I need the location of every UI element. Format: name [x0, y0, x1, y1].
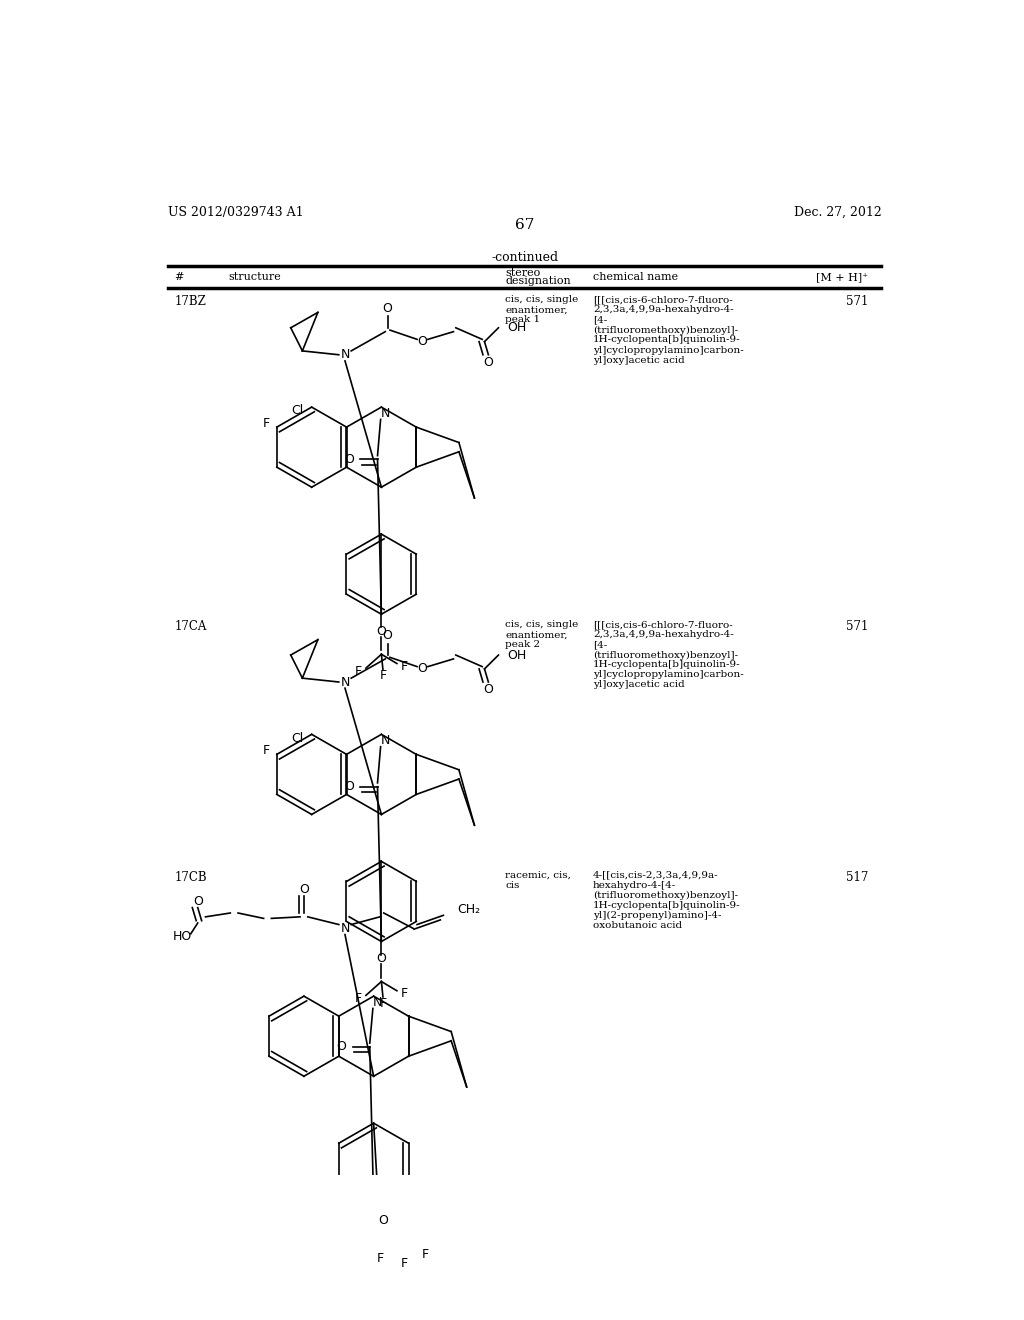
Text: stereo: stereo — [506, 268, 541, 277]
Text: O: O — [383, 630, 392, 643]
Text: [[[cis,cis-6-chloro-7-fluoro-: [[[cis,cis-6-chloro-7-fluoro- — [593, 620, 733, 630]
Text: 1H-cyclopenta[b]quinolin-9-: 1H-cyclopenta[b]quinolin-9- — [593, 900, 740, 909]
Text: HO: HO — [173, 929, 191, 942]
Text: yl](2-propenyl)amino]-4-: yl](2-propenyl)amino]-4- — [593, 911, 722, 920]
Text: F: F — [354, 665, 361, 677]
Text: racemic, cis,: racemic, cis, — [506, 871, 571, 879]
Text: #: # — [174, 272, 184, 282]
Text: US 2012/0329743 A1: US 2012/0329743 A1 — [168, 206, 304, 219]
Text: cis: cis — [506, 880, 520, 890]
Text: O: O — [418, 335, 427, 348]
Text: 1H-cyclopenta[b]quinolin-9-: 1H-cyclopenta[b]quinolin-9- — [593, 660, 740, 669]
Text: N: N — [373, 995, 382, 1008]
Text: F: F — [401, 987, 409, 1001]
Text: 4-[[cis,cis-2,3,3a,4,9,9a-: 4-[[cis,cis-2,3,3a,4,9,9a- — [593, 871, 719, 879]
Text: yl]cyclopropylamino]carbon-: yl]cyclopropylamino]carbon- — [593, 346, 743, 355]
Text: structure: structure — [228, 272, 282, 282]
Text: chemical name: chemical name — [593, 272, 678, 282]
Text: OH: OH — [508, 321, 527, 334]
Text: 1H-cyclopenta[b]quinolin-9-: 1H-cyclopenta[b]quinolin-9- — [593, 335, 740, 345]
Text: O: O — [193, 895, 203, 908]
Text: 67: 67 — [515, 218, 535, 232]
Text: [M + H]⁺: [M + H]⁺ — [816, 272, 868, 282]
Text: O: O — [344, 453, 353, 466]
Text: [4-: [4- — [593, 315, 607, 325]
Text: O: O — [377, 624, 386, 638]
Text: N: N — [340, 348, 349, 362]
Text: 571: 571 — [846, 620, 868, 634]
Text: O: O — [344, 780, 353, 793]
Text: O: O — [299, 883, 309, 896]
Text: N: N — [340, 676, 349, 689]
Text: F: F — [262, 417, 269, 430]
Text: F: F — [262, 744, 269, 758]
Text: N: N — [381, 407, 390, 420]
Text: 2,3,3a,4,9,9a-hexahydro-4-: 2,3,3a,4,9,9a-hexahydro-4- — [593, 631, 734, 639]
Text: F: F — [380, 997, 387, 1010]
Text: CH₂: CH₂ — [458, 903, 480, 916]
Text: Cl: Cl — [292, 404, 304, 417]
Text: O: O — [418, 663, 427, 676]
Text: yl]cyclopropylamino]carbon-: yl]cyclopropylamino]carbon- — [593, 671, 743, 680]
Text: F: F — [401, 1257, 409, 1270]
Text: Cl: Cl — [292, 731, 304, 744]
Text: oxobutanoic acid: oxobutanoic acid — [593, 921, 682, 929]
Text: designation: designation — [506, 276, 571, 286]
Text: cis, cis, single: cis, cis, single — [506, 620, 579, 630]
Text: O: O — [378, 1213, 388, 1226]
Text: peak 2: peak 2 — [506, 640, 541, 649]
Text: F: F — [380, 669, 387, 682]
Text: F: F — [377, 1253, 384, 1266]
Text: F: F — [422, 1247, 429, 1261]
Text: 17CA: 17CA — [174, 620, 207, 634]
Text: hexahydro-4-[4-: hexahydro-4-[4- — [593, 880, 676, 890]
Text: O: O — [483, 684, 494, 696]
Text: 571: 571 — [846, 296, 868, 309]
Text: [[[cis,cis-6-chloro-7-fluoro-: [[[cis,cis-6-chloro-7-fluoro- — [593, 296, 733, 305]
Text: N: N — [340, 921, 349, 935]
Text: 517: 517 — [846, 871, 868, 883]
Text: enantiomer,: enantiomer, — [506, 305, 568, 314]
Text: yl]oxy]acetic acid: yl]oxy]acetic acid — [593, 355, 685, 364]
Text: F: F — [401, 660, 409, 673]
Text: [4-: [4- — [593, 640, 607, 649]
Text: (trifluoromethoxy)benzoyl]-: (trifluoromethoxy)benzoyl]- — [593, 326, 738, 334]
Text: 2,3,3a,4,9,9a-hexahydro-4-: 2,3,3a,4,9,9a-hexahydro-4- — [593, 305, 734, 314]
Text: O: O — [383, 302, 392, 315]
Text: (trifluoromethoxy)benzoyl]-: (trifluoromethoxy)benzoyl]- — [593, 651, 738, 660]
Text: -continued: -continued — [492, 251, 558, 264]
Text: O: O — [377, 952, 386, 965]
Text: peak 1: peak 1 — [506, 315, 541, 325]
Text: cis, cis, single: cis, cis, single — [506, 296, 579, 305]
Text: O: O — [336, 1040, 346, 1053]
Text: Dec. 27, 2012: Dec. 27, 2012 — [794, 206, 882, 219]
Text: O: O — [483, 356, 494, 370]
Text: 17BZ: 17BZ — [174, 296, 207, 309]
Text: (trifluoromethoxy)benzoyl]-: (trifluoromethoxy)benzoyl]- — [593, 891, 738, 900]
Text: 17CB: 17CB — [174, 871, 207, 883]
Text: OH: OH — [508, 648, 527, 661]
Text: N: N — [381, 734, 390, 747]
Text: yl]oxy]acetic acid: yl]oxy]acetic acid — [593, 681, 685, 689]
Text: enantiomer,: enantiomer, — [506, 631, 568, 639]
Text: F: F — [354, 991, 361, 1005]
